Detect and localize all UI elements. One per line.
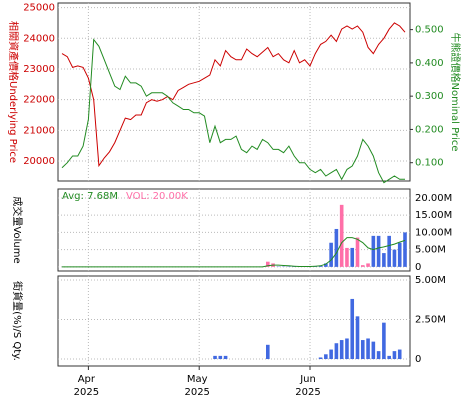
bar xyxy=(339,340,344,360)
y-tick-label: 20000 xyxy=(23,156,55,167)
bar xyxy=(324,354,328,360)
y-tick-label: 0 xyxy=(415,354,421,365)
bar xyxy=(371,341,376,360)
bar xyxy=(266,261,270,267)
y-tick-label: 21000 xyxy=(23,125,55,136)
bar xyxy=(266,344,270,360)
bar xyxy=(318,357,323,360)
bar xyxy=(329,242,333,267)
x-tick-label: 2025 xyxy=(184,387,209,398)
bar xyxy=(360,265,365,267)
y-axis-label: 相關資產價格Underlying Price xyxy=(7,21,20,163)
y-tick-label: 20.00M xyxy=(415,193,452,204)
y-tick-label: 15.00M xyxy=(415,210,452,221)
bar xyxy=(376,351,381,360)
bar xyxy=(350,298,355,360)
bar xyxy=(366,338,370,360)
bar xyxy=(403,232,407,267)
bar xyxy=(387,235,391,267)
bar xyxy=(397,349,402,360)
y-tick-label: 24000 xyxy=(23,33,55,44)
x-tick-label: Apr xyxy=(78,374,96,385)
bar xyxy=(339,204,344,267)
bar xyxy=(318,265,323,267)
y2-tick-label: 0.200 xyxy=(415,124,444,135)
bar xyxy=(371,235,376,267)
bar xyxy=(360,340,365,360)
bar xyxy=(218,355,223,360)
bar xyxy=(382,253,386,267)
bar xyxy=(392,351,397,360)
y2-tick-label: 0.300 xyxy=(415,91,444,102)
y-tick-label: 5.00M xyxy=(415,245,446,256)
bar xyxy=(223,355,228,360)
x-tick-label: Jun xyxy=(299,374,316,385)
bar xyxy=(355,316,360,360)
x-tick-label: 2025 xyxy=(74,387,99,398)
y-axis-label: 街貨量(%)/S Qty. xyxy=(11,281,24,361)
y-tick-label: 5.00M xyxy=(415,275,446,286)
bar xyxy=(355,237,360,267)
bar xyxy=(329,349,333,360)
bar xyxy=(366,263,370,267)
line xyxy=(61,38,405,184)
bar xyxy=(392,249,397,267)
y-tick-label: 23000 xyxy=(23,64,55,75)
bar xyxy=(345,338,349,360)
x-tick-label: 2025 xyxy=(295,387,320,398)
avg-line xyxy=(62,237,406,268)
bar xyxy=(345,247,349,267)
bar xyxy=(376,235,381,267)
vol-legend: VOL: 20.00K xyxy=(126,191,188,202)
bar xyxy=(387,355,391,360)
y-axis-label: 成交量Volume xyxy=(11,196,24,263)
y-tick-label: 25000 xyxy=(23,3,55,14)
y-tick-label: 0 xyxy=(415,262,421,273)
avg-legend: Avg: 7.68M xyxy=(62,191,118,202)
bar xyxy=(350,247,355,267)
plot-area xyxy=(57,2,411,182)
y-tick-label: 10.00M xyxy=(415,227,452,238)
bar xyxy=(213,355,217,360)
y2-axis-label: 牛熊證價格Nominal Price xyxy=(449,33,462,152)
bar xyxy=(334,228,339,267)
bar xyxy=(397,242,402,267)
y2-tick-label: 0.400 xyxy=(415,58,444,69)
y-tick-label: 2.50M xyxy=(415,314,446,325)
bar xyxy=(324,263,328,267)
bar xyxy=(334,343,339,360)
x-tick-label: May xyxy=(187,374,208,385)
y2-tick-label: 0.100 xyxy=(415,158,444,169)
bar xyxy=(382,322,386,360)
line xyxy=(61,22,406,168)
y2-tick-label: 0.500 xyxy=(415,25,444,36)
y-tick-label: 22000 xyxy=(23,95,55,106)
